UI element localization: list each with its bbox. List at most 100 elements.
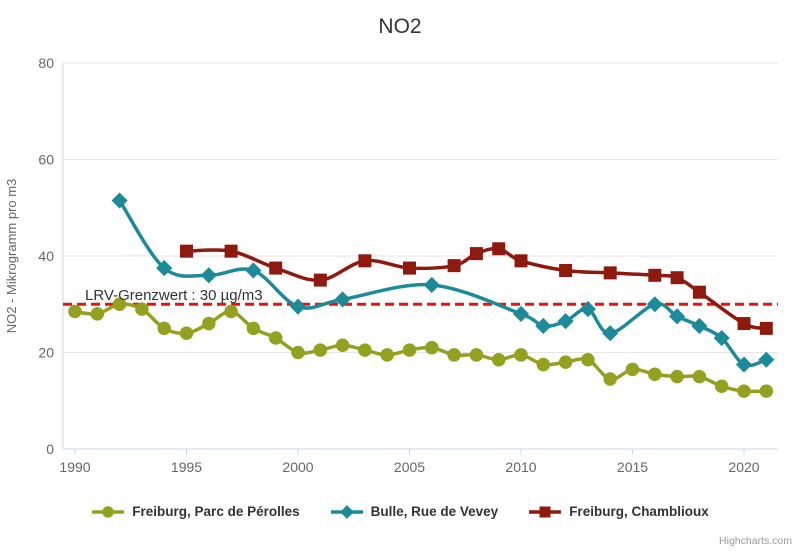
x-tick-label: 2005 — [394, 459, 425, 475]
x-tick-label: 2010 — [505, 459, 536, 475]
data-point-diamond[interactable] — [646, 296, 663, 313]
data-point-diamond[interactable] — [111, 192, 128, 209]
data-point-square[interactable] — [358, 254, 372, 268]
data-point-square[interactable] — [539, 506, 551, 518]
data-point-diamond[interactable] — [713, 329, 730, 347]
data-point-square[interactable] — [692, 285, 706, 299]
data-point-circle[interactable] — [358, 343, 372, 357]
y-axis-title: NO2 - Mikrogramm pro m3 — [4, 179, 19, 334]
data-point-square[interactable] — [759, 321, 773, 335]
data-point-circle[interactable] — [112, 297, 127, 312]
series-line — [73, 302, 769, 394]
legend-item-bulle-vevey[interactable]: Bulle, Rue de Vevey — [330, 499, 498, 525]
data-point-diamond[interactable] — [423, 276, 440, 294]
data-point-circle[interactable] — [313, 343, 328, 357]
data-point-square[interactable] — [447, 259, 461, 273]
data-point-diamond[interactable] — [669, 308, 686, 325]
data-point-diamond[interactable] — [156, 260, 173, 277]
data-point-circle[interactable] — [558, 355, 573, 369]
data-point-circle[interactable] — [402, 343, 417, 357]
data-point-circle[interactable] — [135, 302, 149, 316]
data-point-diamond[interactable] — [579, 301, 596, 318]
data-point-square[interactable] — [180, 244, 193, 258]
legend-marker-circle — [92, 506, 125, 518]
data-point-circle[interactable] — [514, 348, 528, 362]
data-point-diamond[interactable] — [758, 351, 775, 368]
series-layer — [68, 192, 775, 398]
legend: Freiburg, Parc de Pérolles Bulle, Rue de… — [0, 499, 800, 525]
legend-label: Freiburg, Parc de Pérolles — [132, 504, 300, 519]
data-point-square[interactable] — [737, 317, 751, 331]
highcharts-credits[interactable]: Highcharts.com — [719, 535, 792, 547]
legend-marker-square — [529, 506, 562, 518]
series-line — [117, 198, 769, 368]
data-point-circle[interactable] — [759, 384, 774, 398]
x-tick-label: 2015 — [617, 459, 648, 475]
data-point-square[interactable] — [648, 268, 662, 282]
series-0 — [68, 297, 774, 398]
data-point-diamond[interactable] — [512, 305, 530, 322]
data-point-circle[interactable] — [737, 384, 751, 398]
data-point-circle[interactable] — [157, 321, 171, 336]
data-point-circle[interactable] — [268, 331, 283, 345]
data-point-circle[interactable] — [469, 348, 484, 362]
x-tick-label: 1995 — [171, 459, 202, 475]
data-point-circle[interactable] — [102, 506, 115, 518]
y-tick-label: 40 — [38, 248, 54, 264]
data-point-circle[interactable] — [246, 321, 261, 336]
data-point-diamond[interactable] — [200, 267, 217, 284]
chart-title: NO2 — [378, 15, 421, 38]
legend-item-freiburg-perolles[interactable]: Freiburg, Parc de Pérolles — [91, 499, 300, 525]
data-point-square[interactable] — [492, 242, 506, 256]
data-point-diamond[interactable] — [245, 262, 262, 279]
data-point-diamond[interactable] — [557, 313, 574, 330]
plot-area: 0 20 40 60 80 1990 1995 2000 2005 2010 2015 2020 LR… — [4, 15, 778, 475]
x-tick-label: 1990 — [59, 459, 90, 475]
series-2 — [180, 242, 773, 335]
data-point-circle[interactable] — [692, 369, 707, 384]
data-point-diamond[interactable] — [691, 317, 708, 335]
data-point-square[interactable] — [670, 271, 684, 285]
data-point-circle[interactable] — [714, 379, 729, 394]
data-point-circle[interactable] — [625, 362, 640, 377]
data-point-circle[interactable] — [335, 338, 350, 353]
data-point-circle[interactable] — [648, 367, 662, 381]
data-point-circle[interactable] — [68, 304, 82, 319]
data-point-circle[interactable] — [670, 369, 684, 384]
data-point-circle[interactable] — [202, 316, 216, 331]
data-point-circle[interactable] — [581, 352, 595, 367]
data-point-diamond[interactable] — [602, 325, 619, 342]
data-point-diamond[interactable] — [289, 298, 307, 315]
data-point-square[interactable] — [603, 266, 617, 280]
data-point-square[interactable] — [403, 261, 416, 275]
data-point-square[interactable] — [514, 254, 528, 268]
data-point-circle[interactable] — [603, 372, 617, 386]
data-point-circle[interactable] — [224, 304, 238, 319]
data-point-diamond[interactable] — [334, 291, 351, 308]
legend-item-freiburg-chamblioux[interactable]: Freiburg, Chamblioux — [528, 499, 709, 525]
data-point-circle[interactable] — [536, 357, 551, 372]
data-point-square[interactable] — [269, 261, 283, 275]
data-point-square[interactable] — [469, 247, 483, 261]
y-tick-label: 60 — [38, 152, 54, 168]
data-point-diamond[interactable] — [535, 317, 552, 335]
data-point-diamond[interactable] — [735, 356, 753, 373]
data-point-square[interactable] — [559, 263, 573, 277]
y-tick-label: 20 — [38, 345, 54, 361]
data-point-square[interactable] — [224, 244, 238, 258]
x-tick-label: 2000 — [282, 459, 313, 475]
data-point-circle[interactable] — [491, 352, 506, 367]
data-point-diamond[interactable] — [339, 505, 354, 519]
data-point-circle[interactable] — [447, 348, 461, 362]
data-point-circle[interactable] — [179, 326, 194, 340]
data-point-circle[interactable] — [90, 307, 105, 321]
data-point-circle[interactable] — [425, 340, 439, 355]
series-1 — [111, 192, 775, 373]
data-point-circle[interactable] — [291, 345, 305, 360]
axes: 0 20 40 60 80 1990 1995 2000 2005 2010 2015 2020 — [38, 55, 778, 475]
data-point-circle[interactable] — [380, 348, 394, 362]
x-tick-label: 2020 — [728, 459, 759, 475]
data-point-square[interactable] — [313, 273, 327, 287]
legend-marker-diamond — [330, 505, 363, 519]
